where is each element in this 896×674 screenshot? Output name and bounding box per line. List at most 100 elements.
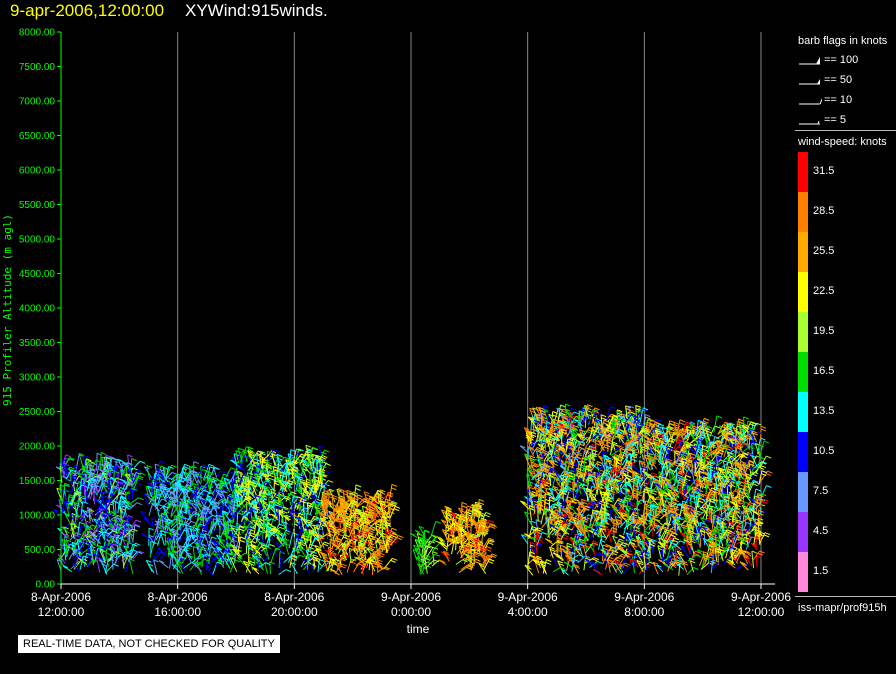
speed-label: 28.5 — [813, 205, 835, 217]
speed-swatch — [798, 512, 808, 552]
wind-barb — [114, 460, 122, 471]
wind-barb — [109, 535, 118, 543]
wind-barb — [131, 460, 146, 471]
wind-barb — [97, 545, 108, 554]
wind-barb — [81, 509, 89, 518]
wind-barb — [69, 513, 77, 526]
wind-barb — [89, 462, 97, 480]
wind-barb — [112, 492, 126, 503]
wind-barb — [207, 536, 217, 551]
wind-barb — [544, 538, 554, 546]
wind-barb — [185, 465, 198, 481]
wind-barb — [80, 501, 88, 517]
x-tick-label: 16:00:00 — [154, 605, 201, 619]
wind-barb — [76, 472, 86, 482]
wind-barb — [130, 458, 137, 472]
wind-barb — [79, 555, 89, 570]
wind-barb — [520, 534, 529, 544]
wind-barb — [140, 510, 150, 523]
wind-barb — [261, 472, 269, 481]
wind-barb — [82, 524, 97, 535]
wind-barb — [145, 559, 153, 572]
wind-barb — [64, 512, 71, 525]
wind-barb — [157, 547, 166, 556]
y-tick-label: 500.00 — [24, 545, 55, 556]
barb-flag-label: == 50 — [824, 74, 853, 86]
wind-barb — [73, 549, 84, 561]
wind-barb — [102, 507, 109, 524]
barb-flag-icon — [799, 79, 820, 85]
wind-barb — [72, 563, 81, 572]
wind-barb — [58, 536, 65, 549]
speed-swatch — [798, 392, 808, 432]
wind-barb — [90, 477, 97, 495]
wind-barb — [105, 552, 111, 567]
wind-barb — [652, 561, 660, 575]
wind-barb — [99, 516, 108, 527]
wind-barb — [82, 455, 89, 471]
legend-panel: barb flags in knots == 100 == 50 == 10 == 5… — [795, 30, 896, 626]
wind-barb — [99, 549, 106, 564]
wind-barb — [133, 475, 144, 491]
barb-flag-label: == 100 — [824, 54, 859, 66]
speed-swatch — [798, 352, 808, 392]
barb-flag-icon — [799, 120, 820, 125]
wind-barb — [77, 555, 87, 563]
wind-barb — [102, 454, 112, 472]
speed-label: 4.5 — [813, 525, 829, 537]
speed-label: 25.5 — [813, 245, 835, 257]
wind-barb — [128, 558, 135, 574]
wind-barb — [124, 499, 134, 507]
wind-barb — [265, 546, 272, 560]
wind-barb — [123, 545, 131, 557]
wind-barb — [132, 550, 145, 560]
wind-barb — [129, 502, 143, 510]
wind-barb — [119, 482, 126, 499]
wind-barb — [84, 520, 92, 535]
x-tick-label: 9-Apr-2006 — [731, 590, 791, 604]
wind-barb — [71, 522, 77, 539]
y-tick-label: 6000.00 — [19, 166, 56, 177]
wind-barb — [119, 462, 133, 469]
speed-swatch — [798, 192, 808, 232]
wind-barb — [86, 506, 94, 523]
wind-barb — [104, 563, 119, 574]
speed-label: 16.5 — [813, 365, 835, 377]
wind-barb — [711, 560, 726, 570]
y-tick-label: 3500.00 — [19, 338, 56, 349]
wind-barb — [303, 535, 310, 550]
barb-flag-icon — [799, 98, 822, 105]
y-tick-label: 5000.00 — [19, 235, 56, 246]
wind-barb — [111, 477, 122, 488]
wind-barb — [214, 470, 226, 482]
speed-swatch — [798, 272, 808, 312]
wind-barb — [61, 526, 70, 534]
wind-barb — [205, 566, 214, 576]
wind-barb — [150, 517, 157, 531]
wind-barb — [89, 528, 95, 541]
speed-swatch — [798, 152, 808, 192]
speed-label: 10.5 — [813, 445, 835, 457]
wind-barb — [560, 568, 569, 576]
barb-flag-item: == 10 — [798, 94, 893, 108]
wind-barb — [63, 482, 70, 497]
wind-barb — [207, 484, 215, 496]
wind-barb — [573, 564, 581, 574]
barb-flag-label: == 5 — [824, 114, 847, 126]
wind-barb — [443, 550, 450, 562]
wind-barb — [95, 556, 102, 573]
wind-barb — [99, 527, 114, 538]
wind-barb — [83, 476, 91, 495]
wind-barb — [229, 559, 241, 573]
wind-barb — [100, 490, 106, 504]
wind-barb — [106, 479, 114, 494]
wind-barb — [76, 540, 83, 557]
wind-barb — [69, 532, 82, 541]
x-tick-label: 12:00:00 — [738, 605, 785, 619]
speed-swatch — [798, 432, 808, 472]
speed-swatch — [798, 472, 808, 512]
wind-barb — [65, 539, 72, 557]
x-tick-label: 8-Apr-2006 — [148, 590, 208, 604]
barb-flags-title: barb flags in knots — [798, 35, 888, 47]
wind-barb — [106, 468, 113, 484]
